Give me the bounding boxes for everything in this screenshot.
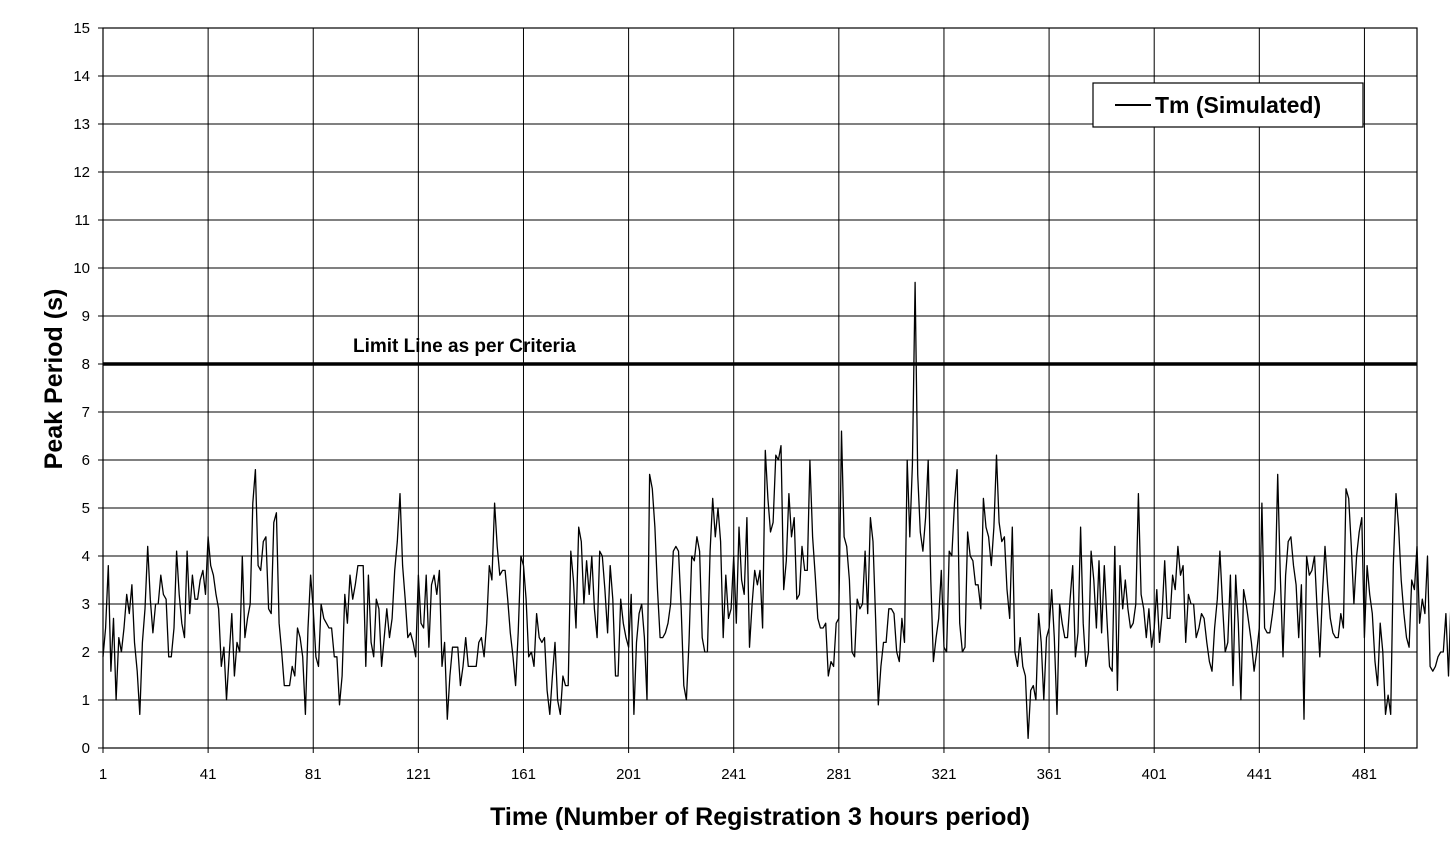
y-tick-label: 8 (82, 356, 90, 373)
x-tick-label: 361 (1037, 766, 1062, 783)
y-tick-label: 9 (82, 308, 90, 325)
x-tick-label: 81 (305, 766, 322, 783)
y-tick-label: 3 (82, 596, 90, 613)
x-tick-label: 161 (511, 766, 536, 783)
y-tick-label: 11 (74, 212, 90, 229)
x-tick-label: 241 (721, 766, 746, 783)
legend: Tm (Simulated) (1092, 82, 1364, 128)
y-tick-label: 5 (82, 500, 90, 517)
x-axis-title: Time (Number of Registration 3 hours per… (490, 803, 1030, 831)
series-line-tm-simulated (102, 281, 1450, 740)
limit-line-label: Limit Line as per Criteria (353, 336, 576, 357)
y-tick-label: 1 (82, 692, 90, 709)
legend-label: Tm (Simulated) (1155, 92, 1321, 118)
y-tick-label: 13 (73, 116, 90, 133)
x-tick-label: 1 (99, 766, 107, 783)
y-tick-label: 10 (73, 260, 90, 277)
x-tick-label: 321 (931, 766, 956, 783)
x-tick-label: 401 (1142, 766, 1167, 783)
x-tick-label: 201 (616, 766, 641, 783)
y-tick-label: 12 (73, 164, 90, 181)
x-tick-label: 281 (826, 766, 851, 783)
x-tick-label: 121 (406, 766, 431, 783)
y-axis-title: Peak Period (s) (40, 289, 68, 470)
x-tick-labels: 1 41 81 121 161 201 241 281 321 361 401 441 481 (99, 766, 1377, 783)
axis-ticks (98, 27, 1365, 753)
x-tick-label: 41 (200, 766, 217, 783)
y-tick-label: 0 (82, 740, 90, 757)
y-tick-label: 14 (73, 68, 90, 85)
y-tick-label: 7 (82, 404, 90, 421)
x-tick-label: 481 (1352, 766, 1377, 783)
y-tick-label: 2 (82, 644, 90, 661)
y-tick-label: 4 (82, 548, 90, 565)
y-tick-label: 15 (73, 20, 90, 37)
x-tick-label: 441 (1247, 766, 1272, 783)
plot-area-frame (102, 27, 1418, 749)
y-tick-label: 6 (82, 452, 90, 469)
